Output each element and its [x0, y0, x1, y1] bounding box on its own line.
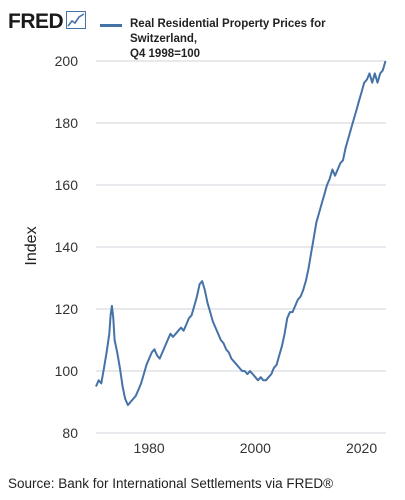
source-note: Source: Bank for International Settlemen… [8, 476, 334, 491]
y-tick-label: 100 [55, 363, 79, 379]
legend-swatch [100, 24, 122, 27]
y-tick-label: 160 [55, 177, 79, 193]
y-tick-label: 180 [55, 115, 79, 131]
y-tick-label: 80 [62, 425, 78, 441]
series-line-0 [95, 60, 387, 407]
x-tick-label: 2000 [240, 440, 271, 456]
chart-legend: Real Residential Property Prices for Swi… [100, 17, 390, 62]
logo-text: FRED [8, 10, 64, 33]
grid-layer [96, 60, 386, 434]
y-tick-label: 140 [55, 239, 79, 255]
tick-layer: 80 100 120 140 160 180 200 1980 2000 2020 [55, 53, 378, 456]
fred-logo[interactable]: FRED [8, 10, 87, 34]
y-tick-label: 200 [55, 53, 79, 69]
x-tick-label: 1980 [134, 440, 165, 456]
y-axis-title: Index [23, 226, 40, 265]
y-tick-label: 120 [55, 301, 79, 317]
x-tick-label: 2020 [346, 440, 377, 456]
legend-series-label: Real Residential Property Prices for Swi… [130, 18, 326, 60]
chart-trend-icon [66, 10, 87, 34]
series-layer [95, 60, 387, 407]
